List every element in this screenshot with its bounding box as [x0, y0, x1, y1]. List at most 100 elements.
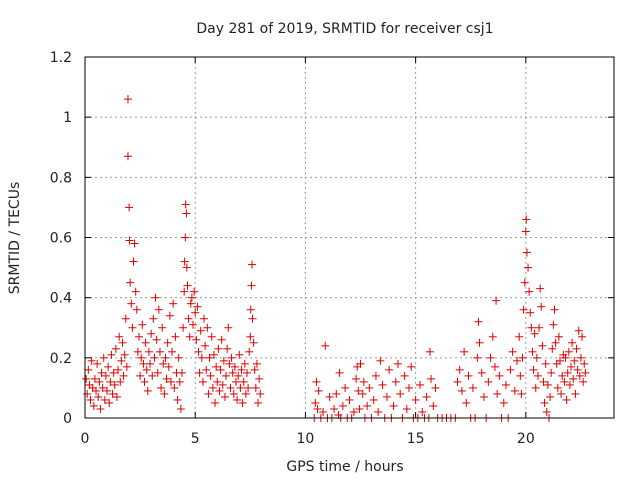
data-point [475, 338, 484, 347]
data-point [185, 332, 194, 341]
data-point [225, 359, 234, 368]
data-point [234, 371, 243, 380]
data-point [198, 377, 207, 386]
y-tick-label: 0.2 [50, 351, 72, 367]
data-point [311, 398, 320, 407]
data-point [385, 365, 394, 374]
data-point [193, 302, 202, 311]
data-point [549, 320, 558, 329]
data-point [219, 356, 228, 365]
y-tick-label: 0.4 [50, 291, 72, 307]
data-point [354, 386, 363, 395]
data-point [182, 209, 191, 218]
data-point [506, 365, 515, 374]
data-point [389, 401, 398, 410]
data-point [411, 395, 420, 404]
data-point [400, 371, 409, 380]
data-point [125, 236, 134, 245]
data-point [521, 227, 530, 236]
data-point [132, 305, 141, 314]
data-point [571, 389, 580, 398]
data-point [82, 374, 91, 383]
data-point [186, 299, 195, 308]
data-point [227, 353, 236, 362]
data-point [569, 374, 578, 383]
data-point [194, 347, 203, 356]
data-point [484, 377, 493, 386]
data-point [177, 368, 186, 377]
data-points [82, 95, 590, 422]
data-point [98, 383, 107, 392]
data-point [123, 152, 132, 161]
data-point [562, 395, 571, 404]
data-point [184, 314, 193, 323]
data-point [526, 308, 535, 317]
data-point [313, 404, 322, 413]
data-point [222, 371, 231, 380]
data-point [493, 389, 502, 398]
data-point [457, 386, 466, 395]
data-point [575, 371, 584, 380]
data-point [164, 362, 173, 371]
data-point [90, 374, 99, 383]
data-point [236, 383, 245, 392]
data-point [530, 329, 539, 338]
data-point [246, 305, 255, 314]
data-point [243, 368, 252, 377]
data-point [314, 386, 323, 395]
data-point [148, 371, 157, 380]
data-point [140, 377, 149, 386]
data-point [519, 305, 528, 314]
data-point [133, 347, 142, 356]
data-point [490, 362, 499, 371]
data-point [578, 332, 587, 341]
data-point [182, 263, 191, 272]
data-point [330, 404, 339, 413]
data-point [335, 368, 344, 377]
data-point [108, 389, 117, 398]
data-point [165, 311, 174, 320]
chart-title: Day 281 of 2019, SRMTID for receiver csj… [196, 21, 493, 37]
data-point [371, 371, 380, 380]
data-point [247, 281, 256, 290]
data-point [325, 392, 334, 401]
x-tick-label: 15 [407, 431, 425, 447]
data-point [570, 356, 579, 365]
data-point [548, 344, 557, 353]
data-point [551, 338, 560, 347]
data-point [244, 383, 253, 392]
data-point [128, 323, 137, 332]
y-tick-label: 1 [63, 110, 72, 126]
data-point [175, 377, 184, 386]
data-point [416, 380, 425, 389]
y-tick-label: 0.6 [50, 231, 72, 247]
data-point [123, 95, 132, 104]
data-point [95, 377, 104, 386]
data-point [312, 377, 321, 386]
data-point [427, 374, 436, 383]
data-point [109, 368, 118, 377]
data-point [129, 257, 138, 266]
data-point [341, 383, 350, 392]
data-point [161, 353, 170, 362]
data-point [196, 326, 205, 335]
data-point [321, 341, 330, 350]
data-point [560, 377, 569, 386]
data-point [163, 338, 172, 347]
data-point [171, 332, 180, 341]
data-point [135, 332, 144, 341]
data-point [455, 365, 464, 374]
x-tick-label: 10 [297, 431, 315, 447]
data-point [84, 365, 93, 374]
data-point [131, 287, 140, 296]
data-point [431, 383, 440, 392]
data-point [517, 389, 526, 398]
data-point [112, 392, 121, 401]
data-point [543, 380, 552, 389]
data-point [127, 299, 136, 308]
data-point [255, 374, 264, 383]
data-point [207, 332, 216, 341]
data-point [141, 338, 150, 347]
data-point [538, 341, 547, 350]
data-point [114, 365, 123, 374]
